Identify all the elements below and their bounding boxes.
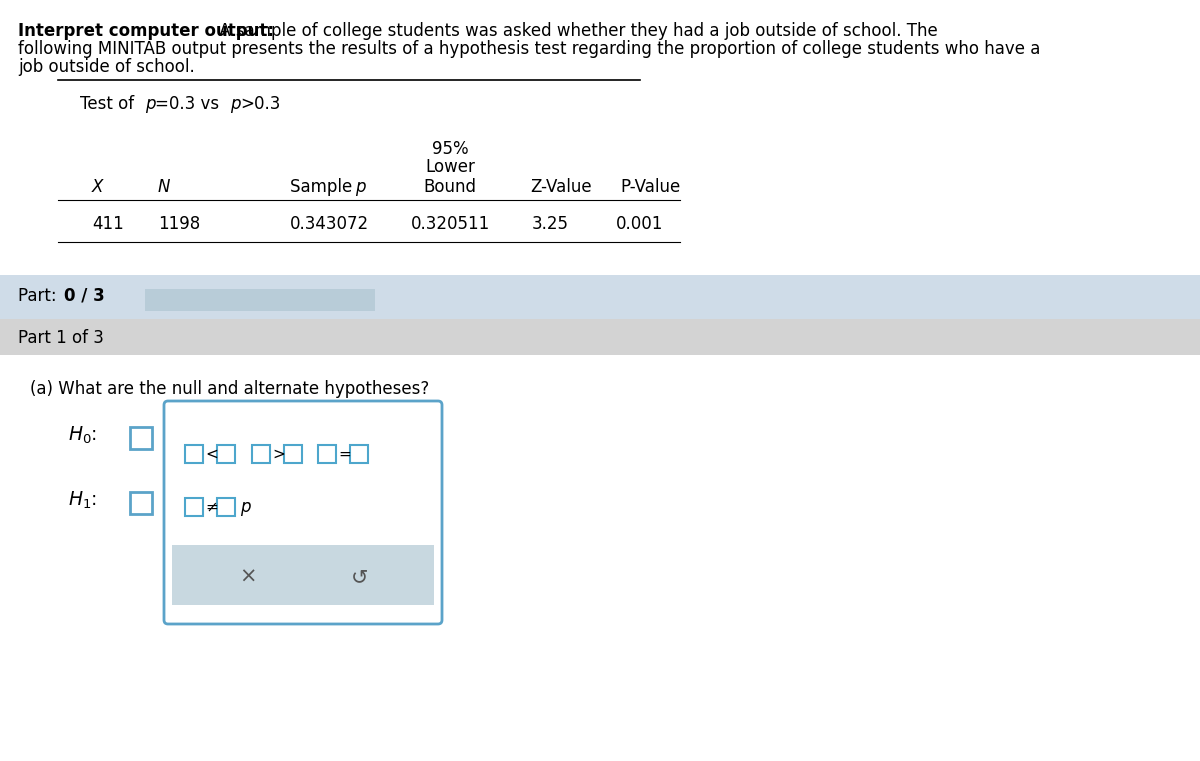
Text: Z-Value: Z-Value — [530, 178, 592, 196]
FancyBboxPatch shape — [130, 492, 152, 514]
Text: 95%: 95% — [432, 140, 468, 158]
Text: Bound: Bound — [424, 178, 476, 196]
Text: >: > — [272, 447, 284, 461]
Text: 1198: 1198 — [158, 215, 200, 233]
Text: Interpret computer output:: Interpret computer output: — [18, 22, 274, 40]
Text: <: < — [205, 447, 217, 461]
FancyBboxPatch shape — [284, 445, 302, 463]
Bar — [0, 319, 1200, 355]
Text: A sample of college students was asked whether they had a job outside of school.: A sample of college students was asked w… — [214, 22, 937, 40]
Text: following MINITAB output presents the results of a hypothesis test regarding the: following MINITAB output presents the re… — [18, 40, 1040, 58]
Bar — [0, 355, 1200, 761]
FancyBboxPatch shape — [164, 401, 442, 624]
Text: ≠: ≠ — [205, 499, 217, 514]
Text: 0.001: 0.001 — [617, 215, 664, 233]
Text: =0.3 vs: =0.3 vs — [155, 95, 224, 113]
Text: ×: × — [239, 567, 257, 587]
FancyBboxPatch shape — [350, 445, 368, 463]
FancyBboxPatch shape — [252, 445, 270, 463]
Text: Test of: Test of — [80, 95, 139, 113]
Text: 411: 411 — [92, 215, 124, 233]
Text: Lower: Lower — [425, 158, 475, 176]
Text: p: p — [230, 95, 240, 113]
Bar — [145, 289, 374, 311]
Text: 0 / 3: 0 / 3 — [64, 287, 104, 305]
Text: X: X — [92, 178, 103, 196]
Bar — [0, 275, 1200, 319]
Text: $H_1$:: $H_1$: — [68, 489, 97, 511]
FancyBboxPatch shape — [217, 445, 235, 463]
Text: 0.320511: 0.320511 — [410, 215, 490, 233]
FancyBboxPatch shape — [130, 427, 152, 449]
Text: 3.25: 3.25 — [532, 215, 569, 233]
FancyBboxPatch shape — [318, 445, 336, 463]
Text: >0.3: >0.3 — [240, 95, 281, 113]
Text: Part:: Part: — [18, 287, 62, 305]
Text: Part 1 of 3: Part 1 of 3 — [18, 329, 104, 347]
Text: =: = — [338, 447, 350, 461]
Text: job outside of school.: job outside of school. — [18, 58, 194, 76]
Text: $H_0$:: $H_0$: — [68, 425, 97, 446]
Text: (a) What are the null and alternate hypotheses?: (a) What are the null and alternate hypo… — [30, 380, 430, 398]
Bar — [172, 545, 434, 605]
Text: p: p — [145, 95, 156, 113]
Text: N: N — [158, 178, 170, 196]
FancyBboxPatch shape — [185, 445, 203, 463]
Text: p: p — [355, 178, 366, 196]
Text: p: p — [240, 498, 251, 516]
Text: P-Value: P-Value — [620, 178, 680, 196]
FancyBboxPatch shape — [217, 498, 235, 516]
Text: Sample: Sample — [290, 178, 358, 196]
FancyBboxPatch shape — [185, 498, 203, 516]
Text: 0.343072: 0.343072 — [290, 215, 370, 233]
Text: ↺: ↺ — [352, 567, 368, 587]
